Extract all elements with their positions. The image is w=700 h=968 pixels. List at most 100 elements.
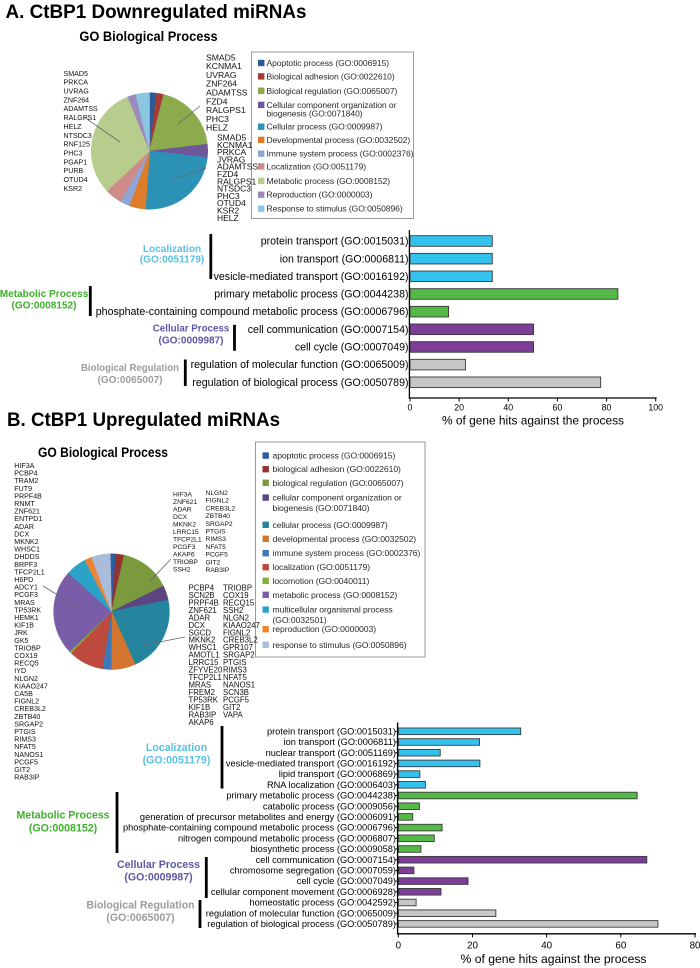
svg-text:PCGF5: PCGF5 [14, 758, 38, 766]
svg-text:protein transport (GO:0015031): protein transport (GO:0015031) [261, 236, 409, 248]
svg-text:DHDDS: DHDDS [14, 553, 39, 561]
svg-text:NFAT5: NFAT5 [223, 673, 247, 682]
svg-text:(GO:0032501): (GO:0032501) [273, 615, 327, 625]
svg-text:GO Biological Process: GO Biological Process [79, 29, 217, 44]
svg-text:0: 0 [408, 403, 413, 413]
svg-text:developmental process (GO:0032: developmental process (GO:0032502) [273, 534, 417, 544]
svg-text:KCNMA1: KCNMA1 [217, 140, 253, 150]
svg-text:ion transport (GO:0006811): ion transport (GO:0006811) [284, 737, 396, 747]
svg-text:LRRC15: LRRC15 [189, 658, 220, 667]
svg-text:SGCD: SGCD [189, 628, 212, 637]
svg-text:GO Biological Process: GO Biological Process [38, 445, 168, 460]
svg-text:LRRC15: LRRC15 [173, 529, 199, 536]
svg-text:OTUD4: OTUD4 [217, 198, 246, 208]
svg-text:ZNF621: ZNF621 [14, 508, 40, 516]
svg-text:GK5: GK5 [14, 637, 28, 645]
svg-text:AMOTL1: AMOTL1 [189, 651, 220, 660]
svg-text:(GO:0051179): (GO:0051179) [140, 255, 205, 266]
svg-text:ENTPD1: ENTPD1 [14, 515, 42, 523]
svg-text:nuclear transport (GO:0051169): nuclear transport (GO:0051169) [266, 748, 396, 758]
svg-text:Localization: Localization [143, 244, 201, 255]
svg-text:KIF1B: KIF1B [14, 622, 34, 630]
svg-text:HIF3A: HIF3A [173, 492, 192, 499]
svg-text:HIF3A: HIF3A [14, 462, 34, 470]
svg-text:SMAD5: SMAD5 [64, 70, 88, 78]
svg-text:80: 80 [690, 941, 700, 952]
svg-text:PCBP4: PCBP4 [189, 584, 215, 593]
svg-text:cellular component organizatio: cellular component organization or [273, 493, 402, 503]
svg-text:TRIOBP: TRIOBP [14, 644, 41, 652]
svg-text:SMAD5: SMAD5 [206, 52, 236, 62]
svg-text:RNF125: RNF125 [64, 141, 90, 149]
svg-text:NTSDC3: NTSDC3 [217, 184, 251, 194]
svg-text:(GO:0009987): (GO:0009987) [158, 336, 223, 347]
svg-text:biological adhesion (GO:002261: biological adhesion (GO:0022610) [273, 464, 402, 474]
svg-text:SCN3B: SCN3B [223, 688, 249, 697]
svg-text:VAPA: VAPA [223, 710, 243, 719]
svg-text:RECQ5: RECQ5 [14, 660, 38, 668]
svg-text:TFCP2L1: TFCP2L1 [14, 568, 44, 576]
svg-text:H6PD: H6PD [14, 576, 33, 584]
svg-text:DCX: DCX [14, 530, 29, 538]
svg-text:regulation of molecular functi: regulation of molecular function (GO:006… [191, 359, 409, 371]
svg-text:RECQ15: RECQ15 [223, 598, 255, 607]
svg-text:protein transport (GO:0015031): protein transport (GO:0015031) [267, 726, 396, 736]
svg-text:BRPF3: BRPF3 [14, 561, 37, 569]
svg-text:Biological Regulation: Biological Regulation [81, 363, 179, 374]
svg-text:nitrogen compound metabolic pr: nitrogen compound metabolic process (GO:… [178, 833, 396, 843]
svg-text:TFCP2L1: TFCP2L1 [189, 673, 222, 682]
svg-text:PCGF3: PCGF3 [173, 544, 196, 551]
svg-text:Cellular Process: Cellular Process [117, 859, 200, 871]
svg-text:(GO:0065007): (GO:0065007) [97, 375, 162, 386]
svg-text:COX19: COX19 [14, 652, 37, 660]
svg-text:Developmental process (GO:0032: Developmental process (GO:0032502) [267, 135, 411, 145]
svg-text:cellular process (GO:0009987): cellular process (GO:0009987) [273, 520, 388, 530]
svg-text:cell communication (GO:0007154: cell communication (GO:0007154) [248, 324, 409, 336]
svg-text:localization (GO:0051179): localization (GO:0051179) [273, 562, 371, 572]
svg-text:80: 80 [602, 403, 612, 413]
svg-text:SRGAP2: SRGAP2 [223, 651, 255, 660]
svg-text:RALGPS1: RALGPS1 [206, 105, 246, 115]
svg-text:NLGN2: NLGN2 [14, 675, 38, 683]
svg-text:Cellular process (GO:0009987): Cellular process (GO:0009987) [267, 122, 383, 132]
svg-text:GIT2: GIT2 [14, 766, 30, 774]
svg-text:40: 40 [503, 403, 513, 413]
svg-text:cell cycle (GO:0007049): cell cycle (GO:0007049) [295, 342, 409, 354]
svg-text:biogenesis (GO:0071840): biogenesis (GO:0071840) [273, 503, 370, 513]
svg-text:RIMS3: RIMS3 [14, 736, 36, 744]
svg-text:Biological regulation (GO:0065: Biological regulation (GO:0065007) [267, 86, 398, 96]
svg-text:PCBP4: PCBP4 [14, 470, 37, 478]
svg-text:PHC3: PHC3 [206, 114, 229, 124]
svg-text:20: 20 [454, 403, 464, 413]
svg-text:ADAMTSS: ADAMTSS [64, 105, 99, 113]
svg-text:Cellular Process: Cellular Process [153, 324, 230, 335]
svg-text:B. CtBP1 Upregulated miRNAs: B. CtBP1 Upregulated miRNAs [7, 409, 280, 431]
svg-text:immune system process (GO:0002: immune system process (GO:0002376) [273, 548, 421, 558]
svg-text:FUT9: FUT9 [14, 485, 32, 493]
svg-text:regulation of biological proce: regulation of biological process (GO:005… [192, 377, 408, 389]
svg-text:GIT2: GIT2 [206, 559, 221, 566]
svg-text:ZFYVE20: ZFYVE20 [189, 666, 223, 675]
svg-text:HEMK1: HEMK1 [14, 614, 38, 622]
svg-text:Biological Regulation: Biological Regulation [86, 900, 194, 912]
svg-text:HELZ: HELZ [64, 123, 83, 131]
svg-text:apoptotic process (GO:0006915): apoptotic process (GO:0006915) [273, 451, 396, 461]
svg-text:KSR2: KSR2 [64, 185, 83, 193]
svg-text:regulation of molecular functi: regulation of molecular function (GO:006… [206, 908, 396, 918]
svg-text:PTGIS: PTGIS [206, 529, 227, 536]
svg-text:PTGIS: PTGIS [223, 658, 246, 667]
svg-text:biological regulation (GO:0065: biological regulation (GO:0065007) [273, 478, 404, 488]
svg-text:JRK: JRK [14, 629, 28, 637]
svg-text:MKNK2: MKNK2 [189, 636, 216, 645]
svg-text:reproduction (GO:0000003): reproduction (GO:0000003) [273, 624, 377, 634]
svg-text:UVRAG: UVRAG [206, 70, 237, 80]
svg-text:ADAR: ADAR [173, 507, 192, 514]
svg-text:MRAS: MRAS [189, 680, 212, 689]
svg-text:ZNF264: ZNF264 [206, 79, 237, 89]
svg-text:PCGF5: PCGF5 [223, 695, 250, 704]
svg-text:SRGAP2: SRGAP2 [206, 521, 233, 528]
svg-text:locomotion (GO:0040011): locomotion (GO:0040011) [273, 576, 370, 586]
svg-text:RIMS3: RIMS3 [223, 666, 247, 675]
svg-text:NTSDC3: NTSDC3 [64, 132, 92, 140]
svg-text:100: 100 [648, 403, 663, 413]
